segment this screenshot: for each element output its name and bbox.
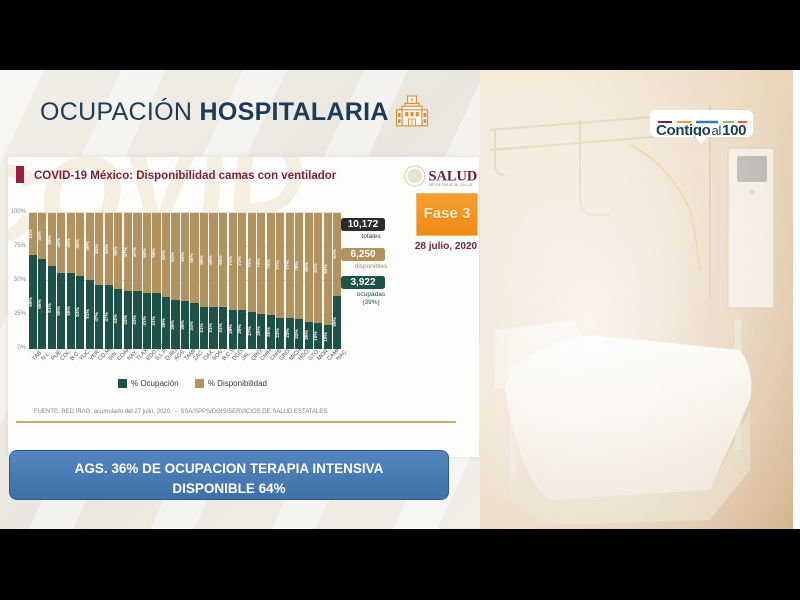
svg-text:SECRETARIA DE SALUD: SECRETARIA DE SALUD: [428, 183, 472, 187]
svg-text:SALUD: SALUD: [428, 168, 477, 184]
